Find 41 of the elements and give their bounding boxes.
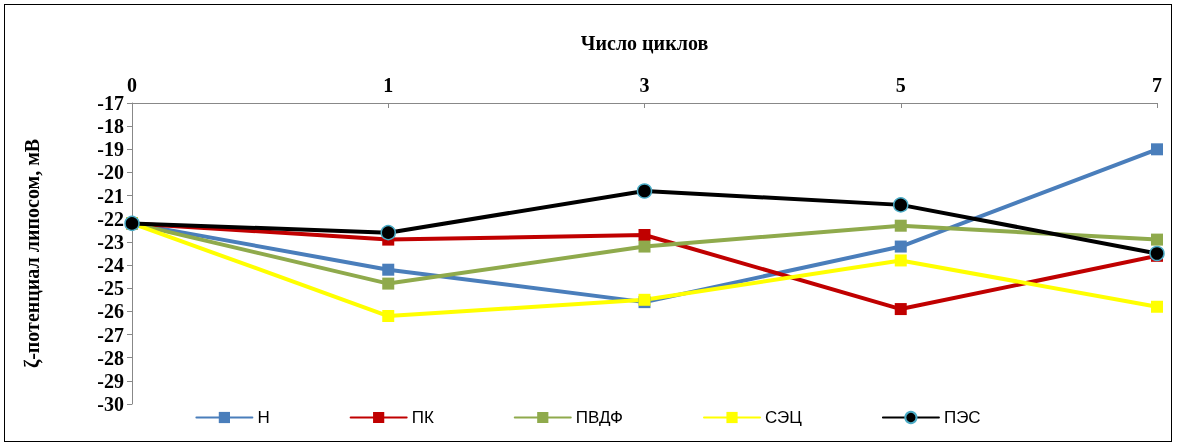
point	[1151, 233, 1163, 246]
y-tick-label: -18	[97, 115, 124, 138]
point	[638, 240, 651, 253]
legend-label: Н	[257, 408, 270, 427]
y-tick-label: -23	[97, 230, 124, 253]
y-tick-label: -24	[97, 254, 124, 277]
y-tick-label: -30	[97, 393, 124, 415]
point	[380, 224, 396, 241]
y-tick-label: -20	[97, 161, 124, 184]
y-tick-label: -17	[97, 92, 124, 114]
x-axis-title: Число циклов	[580, 32, 709, 54]
x-tick-label: 1	[383, 74, 394, 96]
point	[638, 228, 651, 241]
x-tick-label: 3	[639, 74, 650, 96]
point	[1151, 300, 1163, 313]
point	[1151, 143, 1163, 156]
point	[894, 240, 907, 253]
y-tick-label: -28	[97, 346, 124, 369]
y-tick-label: -22	[97, 207, 124, 230]
legend-label: ПЭС	[943, 408, 981, 427]
point	[382, 310, 395, 323]
legend-label: ПВДФ	[575, 408, 624, 427]
x-tick-label: 7	[1152, 74, 1162, 96]
x-tick-label: 5	[895, 74, 906, 96]
point	[636, 183, 653, 199]
y-tick-label: -25	[97, 277, 124, 300]
point	[894, 254, 907, 267]
y-tick-label: -21	[97, 184, 124, 207]
y-tick-label: -26	[97, 300, 124, 323]
point	[382, 263, 395, 276]
y-axis-title: ζ-потенциал липосом, мВ	[21, 138, 43, 369]
y-tick-label: -19	[97, 138, 124, 161]
x-tick-label: 0	[127, 74, 137, 96]
point	[894, 219, 907, 232]
legend-label: ПК	[411, 408, 434, 427]
y-tick-label: -27	[97, 323, 124, 346]
legend-label: СЭЦ	[765, 408, 803, 427]
point	[894, 303, 907, 316]
y-tick-label: -29	[97, 369, 124, 392]
point	[382, 277, 395, 290]
point	[893, 197, 909, 213]
